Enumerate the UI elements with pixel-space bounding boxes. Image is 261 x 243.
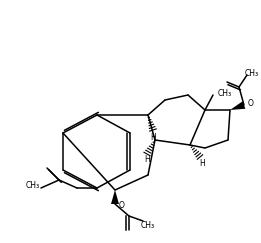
Text: O: O [119,201,125,210]
Text: CH₃: CH₃ [26,182,40,191]
Polygon shape [230,101,245,110]
Text: CH₃: CH₃ [218,88,232,97]
Text: H: H [150,132,156,141]
Text: H: H [144,156,150,165]
Polygon shape [111,190,119,204]
Text: O: O [248,99,254,109]
Text: CH₃: CH₃ [245,69,259,78]
Text: CH₃: CH₃ [141,222,155,231]
Text: H: H [199,158,205,167]
